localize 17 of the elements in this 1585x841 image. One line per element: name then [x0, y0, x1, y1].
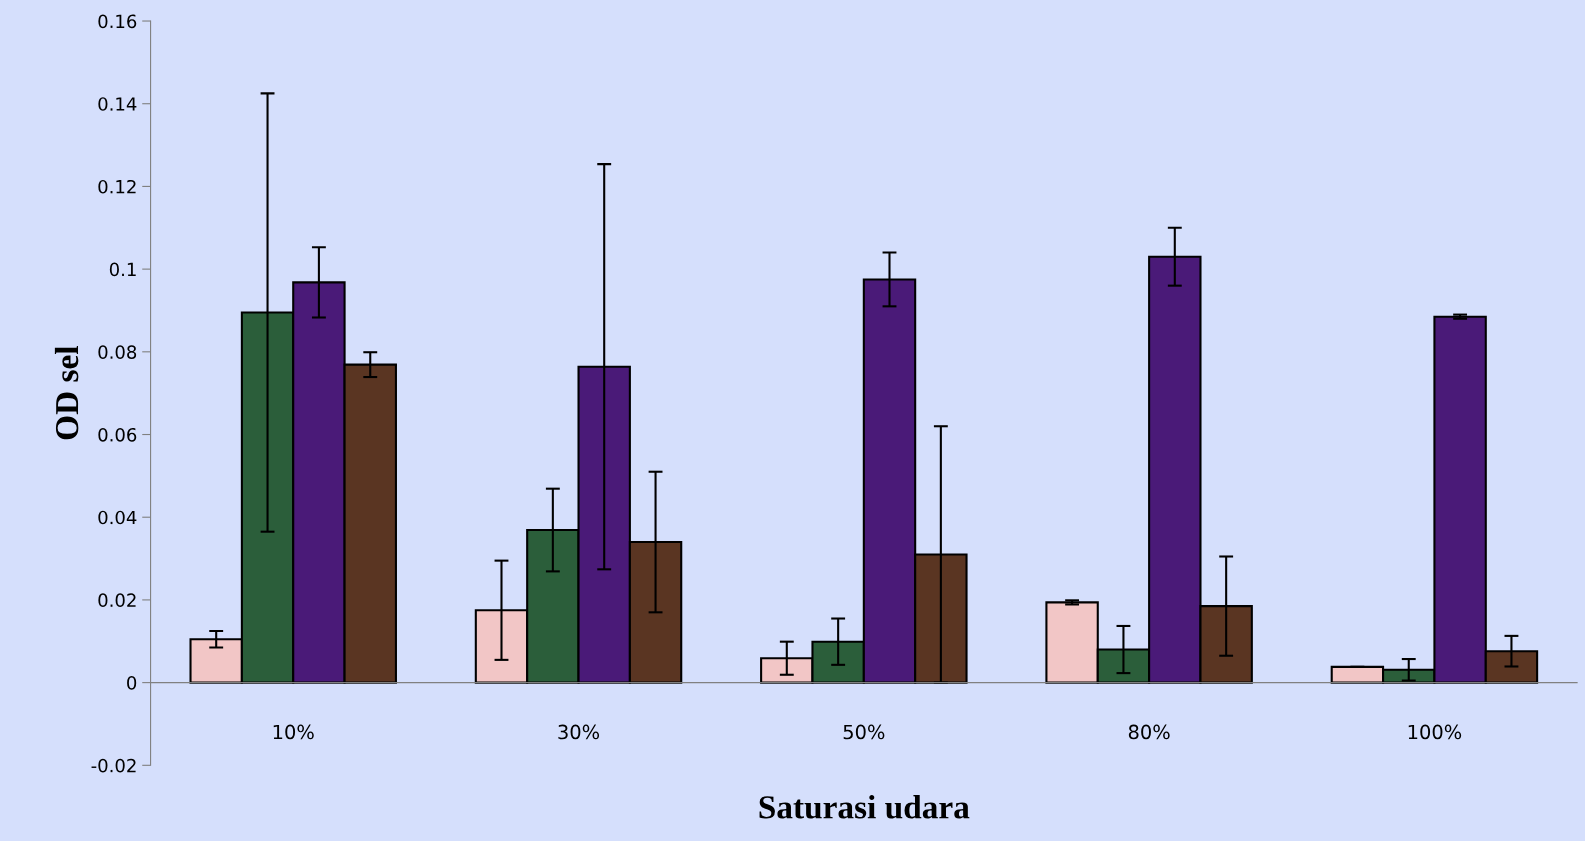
y-tick-label: 0.08: [98, 345, 137, 359]
x-tick-label: 50%: [843, 724, 885, 740]
y-tick-label: 0.02: [98, 593, 136, 608]
y-tick-label: 0.16: [98, 14, 137, 29]
y-tick-label: 0.04: [98, 510, 137, 525]
x-tick-label: 10%: [273, 724, 314, 740]
x-axis-title: Saturasi udara: [759, 795, 970, 819]
y-tick-label: 0: [127, 676, 137, 690]
x-tick-label: 80%: [1128, 724, 1170, 740]
x-tick-label: 30%: [558, 724, 600, 740]
y-tick-label: 0.14: [98, 97, 137, 111]
y-tick-label: 0.12: [98, 179, 136, 194]
y-tick-label: -0.02: [91, 758, 136, 773]
y-tick-label: 0.06: [98, 427, 137, 442]
x-tick-label: 100%: [1408, 724, 1462, 740]
y-tick-label: 0.1: [109, 262, 136, 277]
y-axis-title: OD sel: [54, 346, 79, 440]
